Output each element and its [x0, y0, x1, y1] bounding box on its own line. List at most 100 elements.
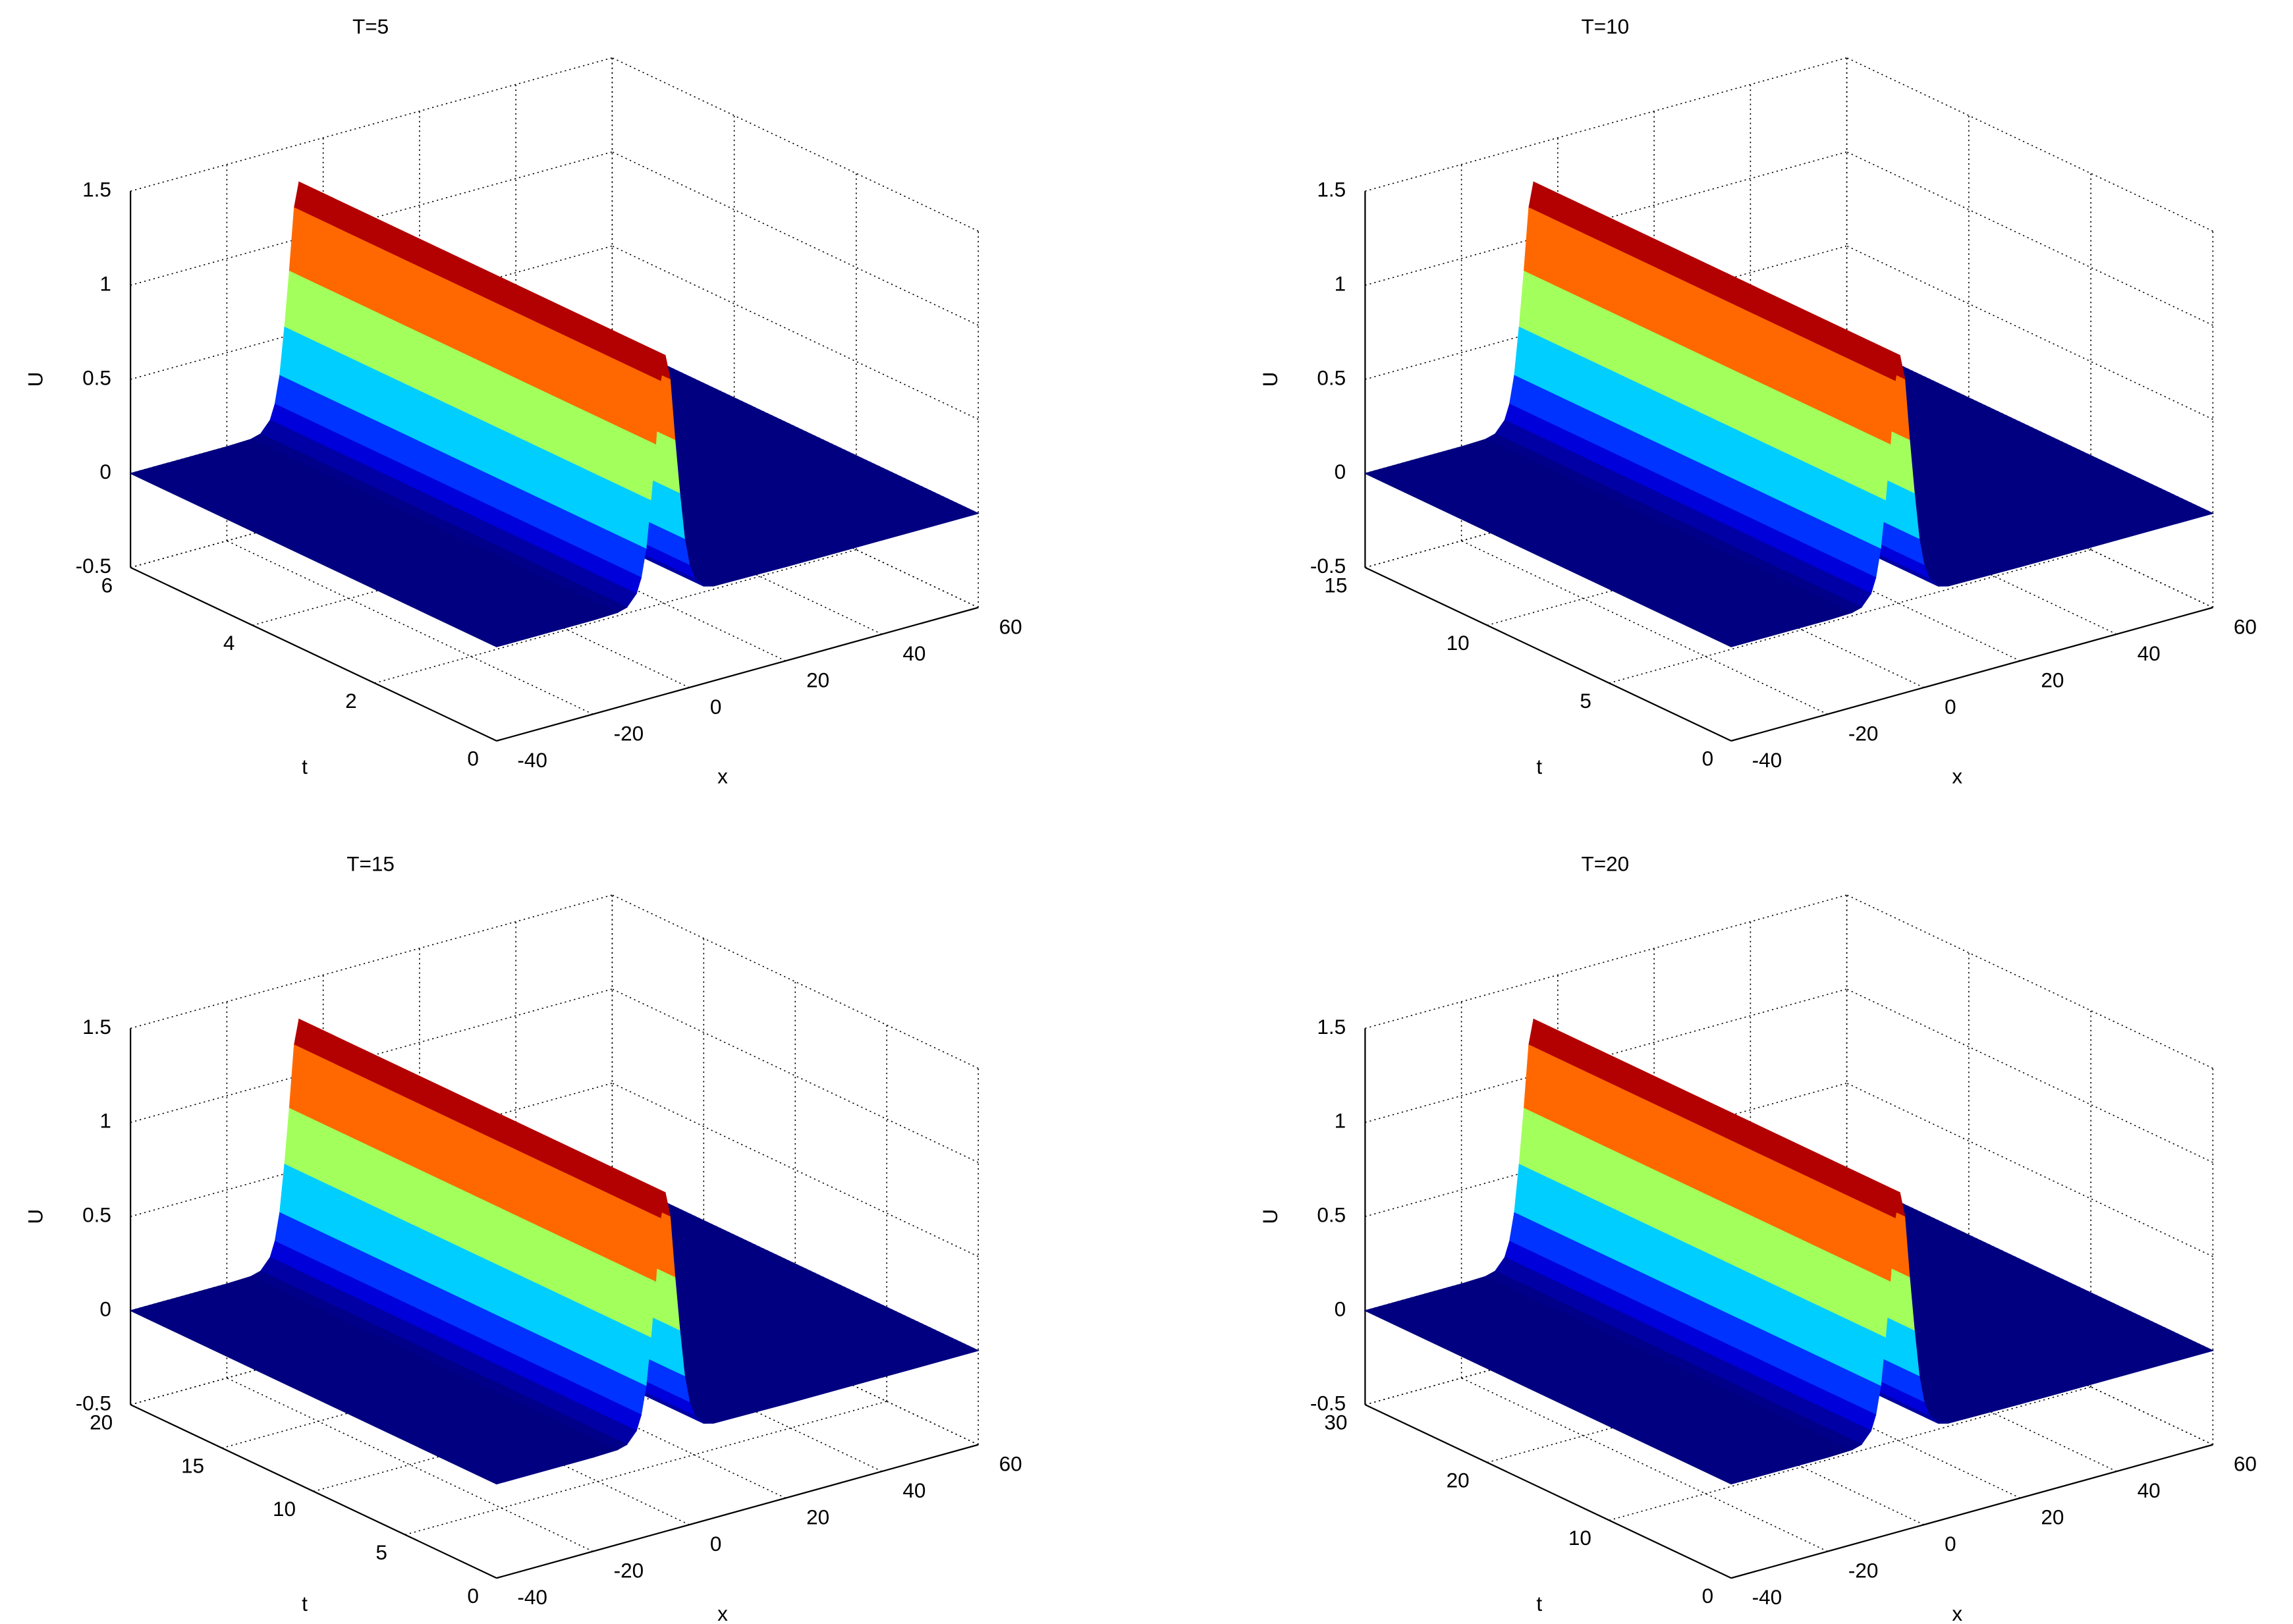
- z-tick-label: 1.5: [82, 1015, 111, 1039]
- t-tick-label: 0: [1702, 1584, 1714, 1608]
- t-tick-label: 0: [467, 1584, 479, 1608]
- t-tick-label: 20: [90, 1411, 113, 1434]
- x-tick-label: 20: [806, 668, 829, 691]
- x-tick-label: -40: [517, 1585, 547, 1609]
- grid-line: [130, 57, 613, 192]
- grid-line: [1846, 894, 2213, 1069]
- x-tick-label: 40: [902, 641, 925, 665]
- z-tick-label: -0.5: [1310, 554, 1346, 578]
- z-axis-label: U: [1258, 1209, 1282, 1224]
- t-tick-label: 2: [345, 689, 357, 713]
- x-tick-label: -20: [1848, 721, 1879, 745]
- z-tick-label: -0.5: [76, 554, 111, 578]
- t-tick-label: 15: [181, 1453, 204, 1477]
- t-axis-line: [1364, 566, 1732, 742]
- x-axis-line: [496, 1444, 979, 1579]
- z-tick-label: 1: [1335, 1109, 1346, 1133]
- z-axis-label: U: [24, 372, 47, 387]
- z-axis-label: U: [24, 1209, 47, 1224]
- t-tick-label: 0: [467, 747, 479, 771]
- x-axis-line: [1730, 1444, 2213, 1579]
- grid-line: [1846, 988, 2213, 1163]
- grid-line: [227, 540, 594, 715]
- grid-line: [1461, 540, 1828, 715]
- z-tick-label: 0: [99, 460, 111, 483]
- chart-title: T=20: [1582, 852, 1630, 875]
- x-tick-label: 60: [999, 614, 1022, 638]
- surface-plot: -40 -20 0 20 40 60 0 2 4 6-0.5 0 0.5 1 1.5 x t U T=5: [24, 14, 1022, 788]
- z-tick-label: 0: [1335, 460, 1346, 483]
- t-tick-label: 6: [101, 573, 113, 597]
- z-tick-label: 0: [1335, 1297, 1346, 1320]
- x-tick-label: -40: [1752, 748, 1782, 772]
- t-axis-line: [130, 566, 497, 742]
- x-tick-label: -40: [1752, 1585, 1782, 1609]
- x-axis-line: [496, 607, 979, 742]
- t-axis-line: [130, 1403, 497, 1579]
- grid-line: [1846, 57, 2213, 232]
- grid-line: [612, 57, 979, 232]
- t-tick-label: 10: [273, 1497, 296, 1521]
- grid-line: [1365, 894, 1847, 1029]
- z-axis-label: U: [1258, 372, 1282, 387]
- grid-line: [1461, 1377, 1828, 1552]
- chart-title: T=10: [1582, 14, 1630, 38]
- x-axis-label: x: [717, 1602, 728, 1624]
- z-tick-label: 0: [99, 1297, 111, 1320]
- t-tick-label: 4: [223, 631, 235, 655]
- x-tick-label: -20: [614, 721, 644, 745]
- x-tick-label: 0: [710, 1532, 722, 1556]
- surface-strip: [1364, 446, 1829, 647]
- z-tick-label: 1.5: [1317, 1015, 1346, 1039]
- x-tick-label: 60: [999, 1452, 1022, 1476]
- grid-line: [227, 1377, 594, 1552]
- grid-line: [1846, 1083, 2213, 1257]
- t-tick-label: 5: [375, 1540, 387, 1564]
- t-tick-label: 5: [1580, 689, 1591, 713]
- x-tick-label: 40: [2138, 641, 2161, 665]
- surface-plot: -40 -20 0 20 40 60 0 5 10 15-0.5 0 0.5 1 1.5 x t U T=10: [1258, 14, 2257, 788]
- z-tick-label: -0.5: [1310, 1391, 1346, 1415]
- surface-plot: -40 -20 0 20 40 60 0 10 20 30-0.5 0 0.5 1 1.5 x t U T=20: [1258, 852, 2257, 1624]
- t-tick-label: 30: [1324, 1411, 1347, 1434]
- z-tick-label: 1.5: [1317, 178, 1346, 202]
- x-tick-label: 60: [2234, 1452, 2257, 1476]
- x-tick-label: 0: [710, 695, 722, 718]
- x-tick-label: 20: [2041, 1505, 2064, 1529]
- grid-line: [1846, 151, 2213, 326]
- x-axis-label: x: [717, 765, 728, 788]
- t-tick-label: 10: [1568, 1526, 1591, 1550]
- x-axis-line: [1730, 607, 2213, 742]
- z-tick-label: 0.5: [82, 1203, 111, 1227]
- grid-line: [612, 151, 979, 326]
- x-tick-label: 20: [806, 1505, 829, 1529]
- z-tick-label: 1: [99, 1109, 111, 1133]
- t-axis-label: t: [302, 755, 308, 778]
- z-tick-label: 0.5: [1317, 1203, 1346, 1227]
- grid-line: [130, 894, 613, 1029]
- grid-line: [612, 245, 979, 420]
- x-tick-label: -40: [517, 748, 547, 772]
- z-tick-label: 1.5: [82, 178, 111, 202]
- z-tick-label: 1: [1335, 271, 1346, 295]
- x-axis-label: x: [1952, 765, 1962, 788]
- x-axis-label: x: [1952, 1602, 1962, 1624]
- x-tick-label: 40: [902, 1478, 925, 1502]
- t-tick-label: 15: [1324, 573, 1347, 597]
- x-tick-label: 0: [1945, 695, 1956, 718]
- z-tick-label: 0.5: [82, 365, 111, 389]
- grid-line: [1846, 245, 2213, 420]
- t-tick-label: 0: [1702, 747, 1714, 771]
- chart-title: T=5: [352, 14, 389, 38]
- z-tick-label: 1: [99, 271, 111, 295]
- z-tick-label: 0.5: [1317, 365, 1346, 389]
- x-tick-label: 60: [2234, 614, 2257, 638]
- t-axis-line: [1364, 1403, 1732, 1579]
- z-tick-label: -0.5: [76, 1391, 111, 1415]
- x-tick-label: 0: [1945, 1532, 1956, 1556]
- t-axis-label: t: [302, 1592, 308, 1615]
- x-tick-label: -20: [1848, 1559, 1879, 1583]
